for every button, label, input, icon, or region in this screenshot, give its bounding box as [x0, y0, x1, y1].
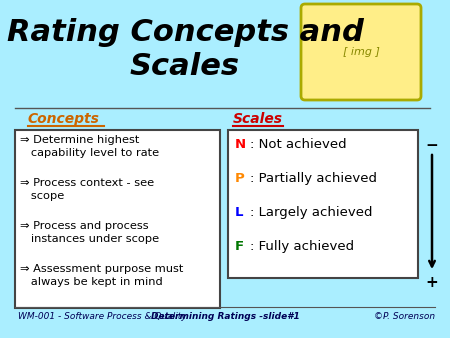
Text: Scales: Scales — [233, 112, 283, 126]
Text: ⇒ Determine highest
   capability level to rate: ⇒ Determine highest capability level to … — [20, 135, 159, 158]
Text: +: + — [426, 275, 438, 290]
Text: ⇒ Process context - see
   scope: ⇒ Process context - see scope — [20, 178, 154, 201]
Text: Rating Concepts and: Rating Concepts and — [7, 18, 364, 47]
Text: L: L — [235, 206, 243, 219]
FancyBboxPatch shape — [15, 130, 220, 308]
Text: : Partially achieved: : Partially achieved — [250, 172, 377, 185]
Text: ⇒ Process and process
   instances under scope: ⇒ Process and process instances under sc… — [20, 221, 159, 244]
Text: Determining Ratings -slide#1: Determining Ratings -slide#1 — [151, 312, 299, 321]
Text: : Fully achieved: : Fully achieved — [250, 240, 354, 253]
FancyBboxPatch shape — [301, 4, 421, 100]
Text: P: P — [235, 172, 245, 185]
FancyBboxPatch shape — [228, 130, 418, 278]
Text: WM-001 - Software Process & Quality: WM-001 - Software Process & Quality — [18, 312, 187, 321]
Text: Concepts: Concepts — [28, 112, 100, 126]
Text: : Not achieved: : Not achieved — [250, 138, 346, 151]
Text: [ img ]: [ img ] — [342, 47, 379, 57]
Text: ©P. Sorenson: ©P. Sorenson — [374, 312, 435, 321]
Text: : Largely achieved: : Largely achieved — [250, 206, 373, 219]
Text: −: − — [426, 138, 438, 153]
Text: ⇒ Assessment purpose must
   always be kept in mind: ⇒ Assessment purpose must always be kept… — [20, 264, 184, 287]
Text: Scales: Scales — [130, 52, 240, 81]
Text: F: F — [235, 240, 244, 253]
Text: N: N — [235, 138, 246, 151]
